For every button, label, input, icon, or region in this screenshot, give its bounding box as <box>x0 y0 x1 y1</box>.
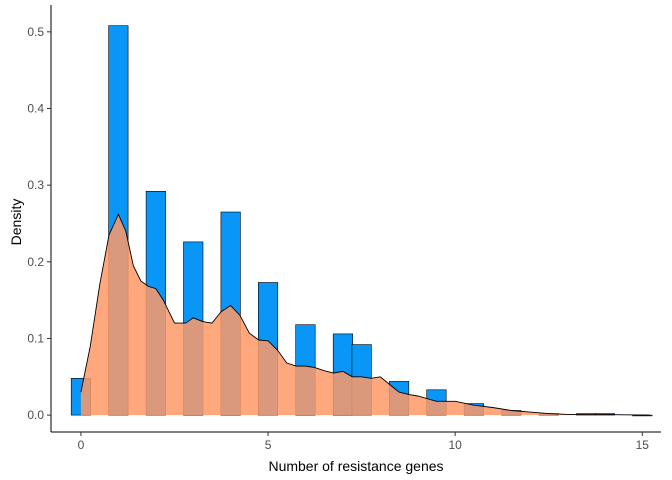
x-tick-label: 5 <box>265 438 272 452</box>
x-axis-ticks: 0 5 10 15 <box>78 432 650 452</box>
y-tick-label: 0.4 <box>27 101 44 115</box>
y-axis-title: Density <box>8 199 24 246</box>
y-tick-label: 0.1 <box>27 331 44 345</box>
x-tick-label: 10 <box>448 438 462 452</box>
y-tick-label: 0.2 <box>27 255 44 269</box>
x-axis-title: Number of resistance genes <box>268 458 443 474</box>
density-line <box>80 213 650 416</box>
y-tick-label: 0.0 <box>27 408 44 422</box>
density-curve <box>80 213 650 416</box>
x-tick-label: 15 <box>636 438 650 452</box>
y-tick-label: 0.3 <box>27 178 44 192</box>
y-tick-label: 0.5 <box>27 25 44 39</box>
y-axis-ticks: 0.0 0.1 0.2 0.3 0.4 0.5 <box>27 25 51 422</box>
density-area <box>80 214 650 416</box>
x-tick-label: 0 <box>78 438 85 452</box>
